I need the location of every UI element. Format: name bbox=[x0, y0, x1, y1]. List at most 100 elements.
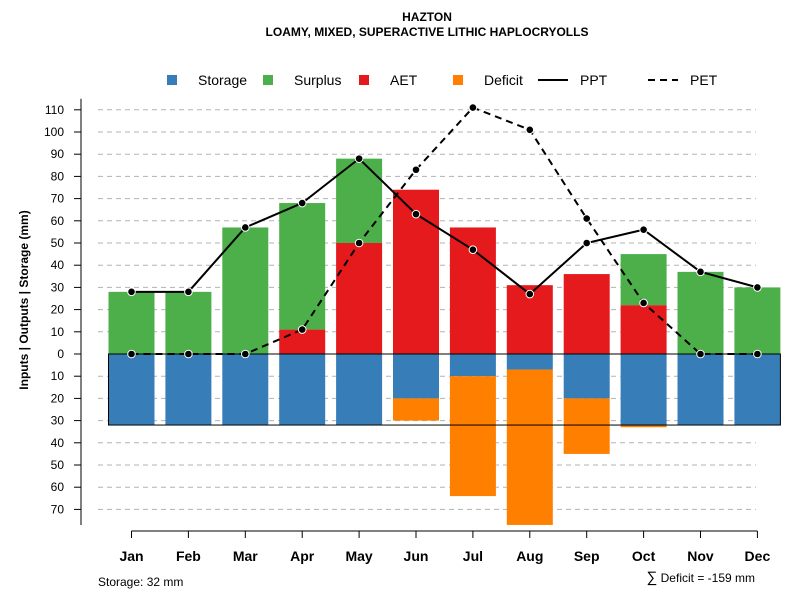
storage-bar bbox=[222, 354, 269, 426]
x-tick-label-feb: Feb bbox=[176, 548, 201, 564]
x-tick-label-aug: Aug bbox=[516, 548, 543, 564]
bars bbox=[108, 158, 781, 525]
y-tick-label: 70 bbox=[51, 192, 65, 206]
x-tick-label-dec: Dec bbox=[745, 548, 771, 564]
deficit-footnote: ∑ Deficit = -159 mm bbox=[647, 569, 755, 586]
storage-bar bbox=[336, 354, 383, 426]
y-tick-label: 40 bbox=[51, 436, 65, 450]
ppt-point bbox=[184, 287, 193, 297]
y-tick-label: 60 bbox=[51, 214, 65, 228]
y-tick-label: 40 bbox=[51, 258, 65, 272]
storage-footnote: Storage: 32 mm bbox=[98, 575, 183, 589]
surplus-bar bbox=[165, 291, 212, 354]
y-tick-label: 60 bbox=[51, 480, 65, 494]
y-tick-label: 10 bbox=[51, 325, 65, 339]
legend-aet-swatch bbox=[359, 75, 369, 85]
y-tick-label: 100 bbox=[44, 125, 64, 139]
x-tick-label-mar: Mar bbox=[233, 548, 258, 564]
pet-point bbox=[184, 349, 193, 359]
storage-bar bbox=[620, 354, 667, 426]
y-tick-label: 110 bbox=[45, 103, 64, 117]
deficit-footnote-text: Deficit = -159 mm bbox=[661, 571, 755, 585]
pet-point bbox=[468, 103, 478, 112]
lines bbox=[127, 103, 762, 359]
legend-surplus-label: Surplus bbox=[294, 72, 341, 88]
pet-point bbox=[582, 214, 592, 223]
ppt-point bbox=[468, 245, 478, 254]
storage-bar bbox=[449, 354, 496, 377]
chart-title: HAZTON bbox=[402, 10, 452, 24]
surplus-bar bbox=[279, 203, 326, 330]
ppt-point bbox=[639, 225, 648, 234]
x-tick-label-sep: Sep bbox=[574, 548, 600, 564]
storage-bar bbox=[108, 354, 155, 426]
y-tick-label: 80 bbox=[51, 169, 65, 183]
aet-bar bbox=[563, 274, 610, 354]
pet-point bbox=[241, 349, 250, 359]
x-tick-label-may: May bbox=[345, 548, 372, 564]
legend-storage-swatch bbox=[167, 75, 177, 85]
x-tick-label-jan: Jan bbox=[119, 548, 143, 564]
storage-bar bbox=[506, 354, 553, 370]
pet-line bbox=[131, 106, 758, 355]
ppt-point bbox=[297, 198, 307, 208]
deficit-bar bbox=[449, 376, 496, 497]
x-tick-label-nov: Nov bbox=[687, 548, 714, 564]
pet-point bbox=[525, 125, 535, 135]
deficit-bar bbox=[506, 369, 553, 525]
ppt-point bbox=[582, 238, 592, 248]
y-tick-label: 90 bbox=[51, 147, 65, 161]
y-tick-label: 70 bbox=[51, 502, 65, 516]
pet-point bbox=[354, 238, 364, 248]
ppt-point bbox=[127, 287, 136, 297]
storage-bar bbox=[393, 354, 439, 399]
surplus-bar bbox=[222, 227, 269, 354]
ppt-point bbox=[696, 267, 705, 277]
legend-ppt-label: PPT bbox=[580, 72, 608, 88]
storage-bar bbox=[279, 354, 326, 426]
legend-pet-label: PET bbox=[690, 72, 718, 88]
legend-surplus-swatch bbox=[263, 75, 273, 85]
x-tick-label-apr: Apr bbox=[290, 548, 315, 564]
y-tick-label: 30 bbox=[51, 414, 65, 428]
y-axis-label: Inputs | Outputs | Storage (mm) bbox=[17, 210, 31, 389]
pet-point bbox=[639, 298, 648, 308]
surplus-bar bbox=[677, 271, 724, 354]
legend-deficit-swatch bbox=[453, 75, 463, 85]
surplus-bar bbox=[108, 291, 155, 354]
axes: 110100908070605040302010010203040506070J… bbox=[44, 98, 771, 564]
surplus-bar bbox=[734, 287, 781, 354]
legend-deficit-label: Deficit bbox=[484, 72, 523, 88]
y-tick-label: 20 bbox=[51, 391, 65, 405]
deficit-bar bbox=[620, 425, 667, 428]
sum-symbol: ∑ bbox=[647, 569, 658, 586]
pet-point bbox=[753, 349, 762, 359]
y-tick-label: 50 bbox=[51, 236, 65, 250]
legend-aet-label: AET bbox=[390, 72, 418, 88]
deficit-bar bbox=[393, 398, 439, 421]
legend-storage-label: Storage bbox=[198, 72, 247, 88]
pet-point bbox=[297, 325, 307, 334]
x-tick-label-jul: Jul bbox=[463, 548, 483, 564]
aet-bar bbox=[336, 243, 383, 354]
ppt-point bbox=[241, 223, 250, 232]
storage-bar bbox=[165, 354, 212, 426]
y-tick-label: 10 bbox=[51, 369, 65, 383]
ppt-line bbox=[131, 157, 758, 296]
pet-point bbox=[696, 349, 705, 359]
aet-bar bbox=[620, 305, 667, 354]
pet-point bbox=[411, 165, 421, 175]
y-tick-label: 20 bbox=[51, 303, 65, 317]
storage-bar bbox=[563, 354, 610, 399]
storage-bar bbox=[734, 354, 781, 426]
y-tick-label: 50 bbox=[51, 458, 65, 472]
x-tick-label-oct: Oct bbox=[632, 548, 656, 564]
deficit-bar bbox=[563, 398, 610, 454]
chart-subtitle: LOAMY, MIXED, SUPERACTIVE LITHIC HAPLOCR… bbox=[266, 25, 589, 39]
storage-bar bbox=[677, 354, 724, 426]
pet-point bbox=[127, 349, 136, 359]
legend: Storage Surplus AET Deficit PPT PET bbox=[167, 72, 718, 88]
ppt-point bbox=[525, 289, 535, 299]
y-tick-label: 0 bbox=[57, 347, 64, 361]
